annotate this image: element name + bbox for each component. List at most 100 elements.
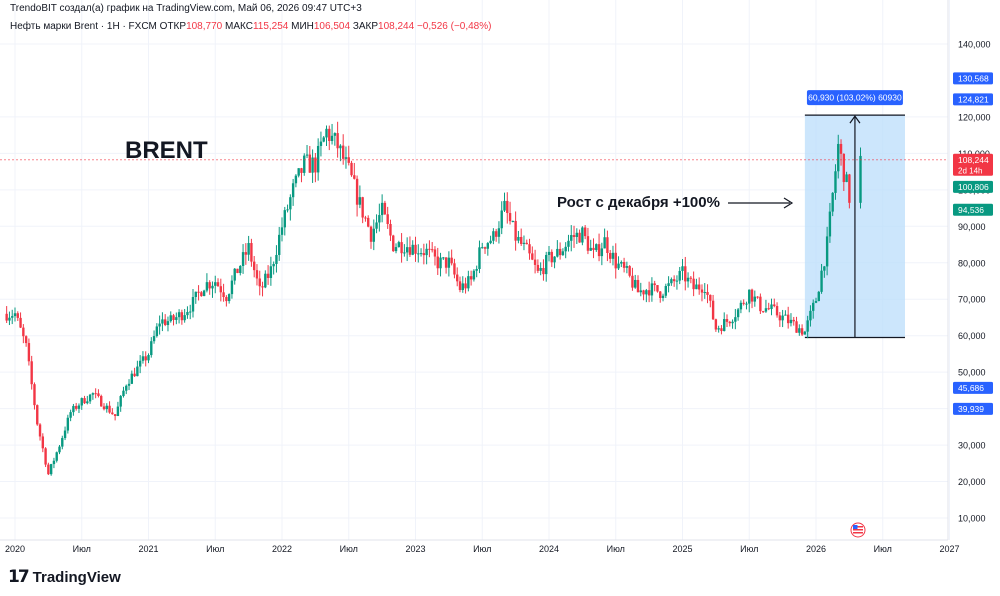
- candle-body: [528, 244, 531, 254]
- candle-body: [22, 327, 25, 337]
- candle-body: [706, 292, 709, 295]
- candle-body: [333, 133, 337, 136]
- candle-body: [647, 290, 651, 296]
- candle-body: [645, 290, 648, 295]
- price-tick-label: 20,000: [958, 477, 986, 487]
- low-label: МИН: [291, 21, 314, 32]
- candlestick-series: [5, 121, 862, 476]
- candle-body: [222, 292, 225, 298]
- candle-body: [592, 247, 595, 251]
- candle-body: [628, 266, 631, 276]
- candle-body: [761, 311, 765, 313]
- candle-body: [297, 168, 300, 176]
- price-tick-label: 10,000: [958, 514, 986, 524]
- candle-body: [303, 155, 306, 173]
- candle-body: [753, 296, 757, 302]
- chart-title: BRENT: [125, 137, 208, 164]
- candle-body: [289, 197, 292, 210]
- candle-body: [517, 236, 520, 241]
- price-tick-label: 80,000: [958, 258, 986, 268]
- candle-body: [239, 265, 242, 274]
- close-label: ЗАКР: [352, 21, 379, 32]
- candle-body: [442, 257, 445, 259]
- price-tick-label: 90,000: [958, 222, 986, 232]
- candle-body: [369, 226, 373, 242]
- candle-body: [378, 215, 381, 223]
- candle-body: [127, 383, 131, 386]
- time-tick-label: 2022: [272, 544, 292, 554]
- candle-body: [700, 289, 704, 293]
- price-badge-box: [953, 381, 993, 394]
- candle-body: [258, 278, 261, 287]
- candle-body: [141, 356, 145, 361]
- candle-body: [481, 247, 484, 249]
- candle-body: [305, 154, 309, 156]
- candle-body: [436, 256, 439, 269]
- candle-body: [803, 331, 807, 335]
- candle-body: [433, 249, 437, 257]
- candle-body: [458, 281, 462, 291]
- candle-body: [36, 405, 39, 425]
- candle-body: [723, 319, 726, 332]
- candle-body: [834, 171, 837, 193]
- annotation-arrow: [728, 197, 794, 209]
- price-badge-box: [953, 402, 993, 415]
- time-axis[interactable]: 2020 Июл 2021 Июл 2022 Июл 2023 Июл 2024 Июл 2025 И…: [5, 544, 960, 554]
- candle-body: [781, 315, 784, 321]
- chart-credit: TrendoBIT создал(а) график на TradingVie…: [10, 3, 362, 14]
- candle-body: [311, 157, 314, 173]
- candle-body: [467, 276, 470, 289]
- annotation-growth-text: Рост с декабря +100%: [557, 194, 720, 211]
- candle-body: [161, 319, 164, 324]
- candle-body: [533, 259, 537, 265]
- price-axis[interactable]: 140,000120,000110,000100,00090,00080,000…: [958, 40, 991, 524]
- candle-body: [44, 448, 47, 465]
- candle-body: [581, 227, 584, 243]
- open-value: 108,770: [186, 21, 223, 32]
- candle-body: [742, 302, 745, 304]
- price-range-measure[interactable]: 60,930 (103,02%) 60930: [804, 90, 905, 339]
- candle-body: [720, 328, 723, 332]
- candle-body: [364, 217, 367, 219]
- candle-body: [116, 406, 120, 416]
- candle-body: [264, 273, 267, 288]
- candle-body: [72, 405, 75, 413]
- candle-body: [795, 321, 798, 333]
- candle-body: [272, 263, 275, 267]
- candle-body: [684, 266, 687, 282]
- candle-body: [806, 320, 809, 332]
- candle-body: [542, 267, 545, 275]
- candle-body: [250, 243, 253, 262]
- candle-body: [461, 283, 464, 291]
- time-tick-label: Июл: [740, 544, 758, 554]
- candle-body: [558, 248, 562, 256]
- candle-body: [828, 211, 832, 237]
- candle-body: [497, 228, 501, 237]
- time-tick-label: 2027: [939, 544, 959, 554]
- candle-body: [475, 269, 478, 271]
- candle-body: [450, 257, 453, 264]
- candle-body: [367, 217, 370, 227]
- candle-body: [837, 143, 840, 172]
- candle-body: [294, 175, 298, 184]
- time-tick-label: Июл: [206, 544, 224, 554]
- range-label-text: 60,930 (103,02%) 60930: [808, 93, 902, 103]
- candle-body: [361, 197, 364, 218]
- tradingview-logo[interactable]: 17 TradingView: [8, 567, 121, 587]
- candle-body: [736, 309, 740, 318]
- candle-body: [394, 247, 398, 252]
- price-tick-label: 70,000: [958, 295, 986, 305]
- candle-body: [94, 393, 97, 395]
- candle-body: [483, 247, 487, 249]
- candle-body: [539, 267, 542, 271]
- candle-body: [241, 252, 245, 266]
- candle-body: [389, 223, 392, 236]
- range-arrow-head: [849, 115, 861, 124]
- price-tick-label: 60,000: [958, 331, 986, 341]
- candle-body: [770, 304, 773, 310]
- candle-body: [767, 308, 770, 310]
- candle-body: [403, 252, 406, 254]
- candle-body: [130, 373, 134, 384]
- grid-lines: [0, 0, 950, 540]
